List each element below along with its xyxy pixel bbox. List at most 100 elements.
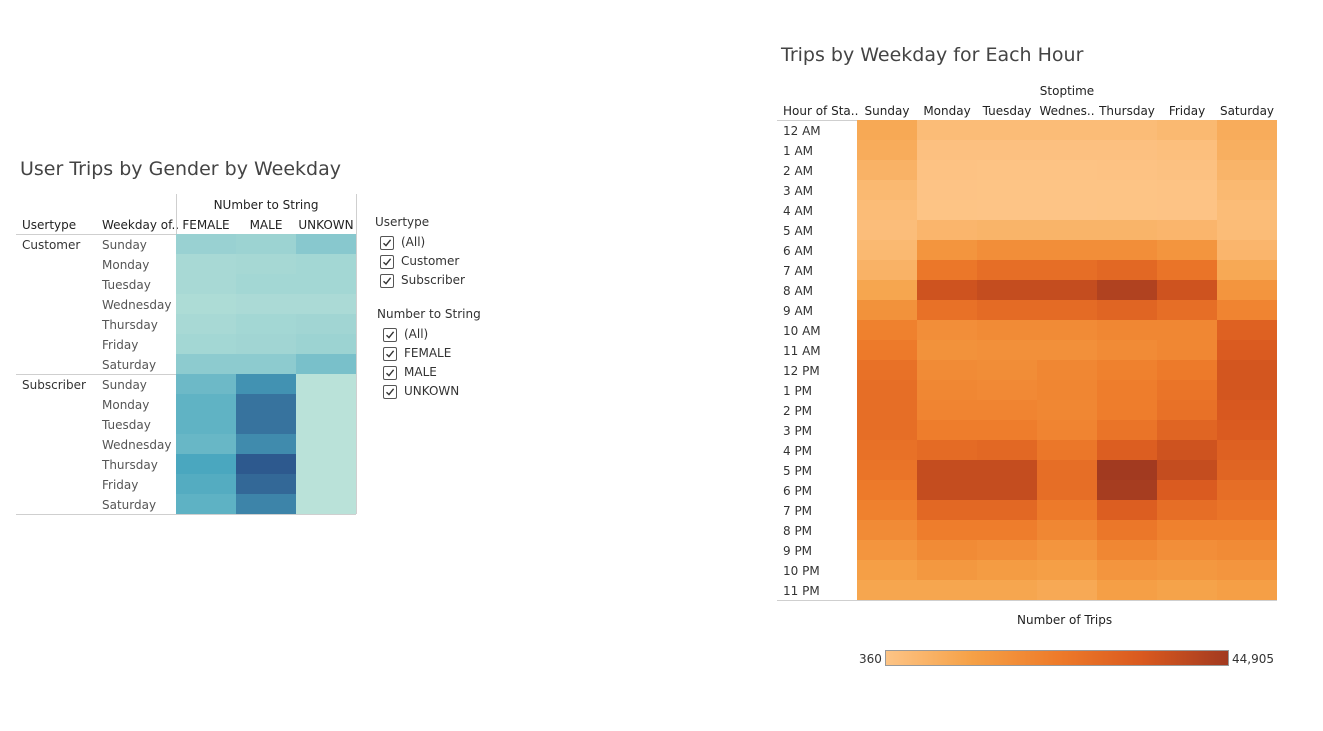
filter-item-label[interactable]: (All) [401,235,426,249]
left-heatmap-cell [296,374,356,394]
right-heatmap-cell [977,180,1037,200]
filter-checkbox[interactable] [380,236,394,250]
right-heatmap-cell [1217,540,1277,560]
left-weekday-label: Saturday [102,358,157,372]
filter-usertype-title: Usertype [375,215,430,229]
left-col-header-male: MALE [249,218,283,232]
right-heatmap-cell [1157,460,1217,480]
left-heatmap-cell [176,494,236,514]
right-heatmap-cell [857,460,917,480]
left-heatmap-cell [176,274,236,294]
right-heatmap-cell [977,380,1037,400]
right-heatmap-cell [857,220,917,240]
right-heatmap-cell [1097,140,1157,160]
right-heatmap-cell [1097,580,1157,600]
left-heatmap-cell [296,294,356,314]
left-heatmap-cell [296,434,356,454]
right-heatmap-cell [917,340,977,360]
left-heatmap-cell [236,374,296,394]
right-hour-label: 11 PM [783,584,820,598]
left-col-group-header: NUmber to String [213,198,319,212]
right-heatmap-cell [917,580,977,600]
right-hour-label: 9 PM [783,544,813,558]
filter-checkbox[interactable] [383,328,397,342]
filter-checkbox[interactable] [383,347,397,361]
right-hour-label: 10 PM [783,564,820,578]
left-heatmap-cell [296,394,356,414]
right-heatmap-cell [1097,200,1157,220]
right-heatmap-cell [857,180,917,200]
right-heatmap-cell [1157,160,1217,180]
right-heatmap-cell [1217,340,1277,360]
right-heatmap-cell [977,280,1037,300]
left-weekday-label: Saturday [102,498,157,512]
right-heatmap-cell [1217,260,1277,280]
right-heatmap-cell [857,580,917,600]
right-heatmap-cell [1217,120,1277,140]
right-heatmap-cell [1097,540,1157,560]
filter-item-label[interactable]: Subscriber [401,273,465,287]
filter-checkbox[interactable] [383,385,397,399]
left-heatmap-cell [236,334,296,354]
left-weekday-label: Tuesday [102,418,151,432]
left-heatmap-cell [176,314,236,334]
right-col-header: Wednes.. [1039,104,1095,118]
left-heatmap-cell [236,354,296,374]
filter-item-label[interactable]: UNKOWN [404,384,460,398]
right-heatmap-cell [1217,460,1277,480]
right-heatmap-cell [857,360,917,380]
right-heatmap-cell [977,140,1037,160]
left-heatmap-cell [296,314,356,334]
right-col-header: Saturday [1219,104,1275,118]
filter-checkbox[interactable] [380,255,394,269]
right-heatmap-cell [1217,520,1277,540]
left-weekday-label: Tuesday [102,278,151,292]
left-group-label: Subscriber [22,378,86,392]
right-heatmap-cell [1097,360,1157,380]
right-heatmap-cell [917,560,977,580]
right-heatmap-cell [1037,300,1097,320]
filter-item-label[interactable]: Customer [401,254,460,268]
filter-checkbox[interactable] [380,274,394,288]
right-heatmap-cell [1037,480,1097,500]
right-heatmap-cell [917,120,977,140]
left-right-border [356,194,357,514]
right-heatmap-cell [1097,160,1157,180]
right-heatmap-cell [917,400,977,420]
right-heatmap-cell [977,200,1037,220]
right-hour-label: 2 AM [783,164,814,178]
right-heatmap-cell [917,140,977,160]
filter-item-label[interactable]: FEMALE [404,346,452,360]
right-heatmap-cell [977,320,1037,340]
right-heatmap-cell [977,480,1037,500]
right-heatmap-cell [977,260,1037,280]
left-group-label: Customer [22,238,81,252]
left-heatmap-cell [236,494,296,514]
right-heatmap-cell [1217,140,1277,160]
right-heatmap-cell [1157,500,1217,520]
right-heatmap-cell [1217,180,1277,200]
right-heatmap-cell [1097,240,1157,260]
right-heatmap-cell [1037,380,1097,400]
left-heatmap-cell [236,434,296,454]
right-heatmap-cell [917,440,977,460]
legend-min-label: 360 [859,652,882,666]
right-heatmap-cell [857,340,917,360]
filter-item-label[interactable]: (All) [404,327,429,341]
left-weekday-label: Thursday [102,318,158,332]
filter-checkbox[interactable] [383,366,397,380]
right-hour-label: 1 PM [783,384,813,398]
right-heatmap-cell [1157,300,1217,320]
right-heatmap-cell [1217,580,1277,600]
right-heatmap-cell [1037,500,1097,520]
filter-item-label[interactable]: MALE [404,365,437,379]
right-heatmap-cell [917,160,977,180]
right-hour-label: 12 AM [783,124,821,138]
right-heatmap-cell [1097,520,1157,540]
left-heatmap-cell [176,234,236,254]
right-heatmap-cell [977,240,1037,260]
right-heatmap-cell [1097,180,1157,200]
right-row-header: Hour of Sta.. [783,104,859,118]
left-heatmap-cell [176,254,236,274]
left-group-separator [16,374,176,375]
